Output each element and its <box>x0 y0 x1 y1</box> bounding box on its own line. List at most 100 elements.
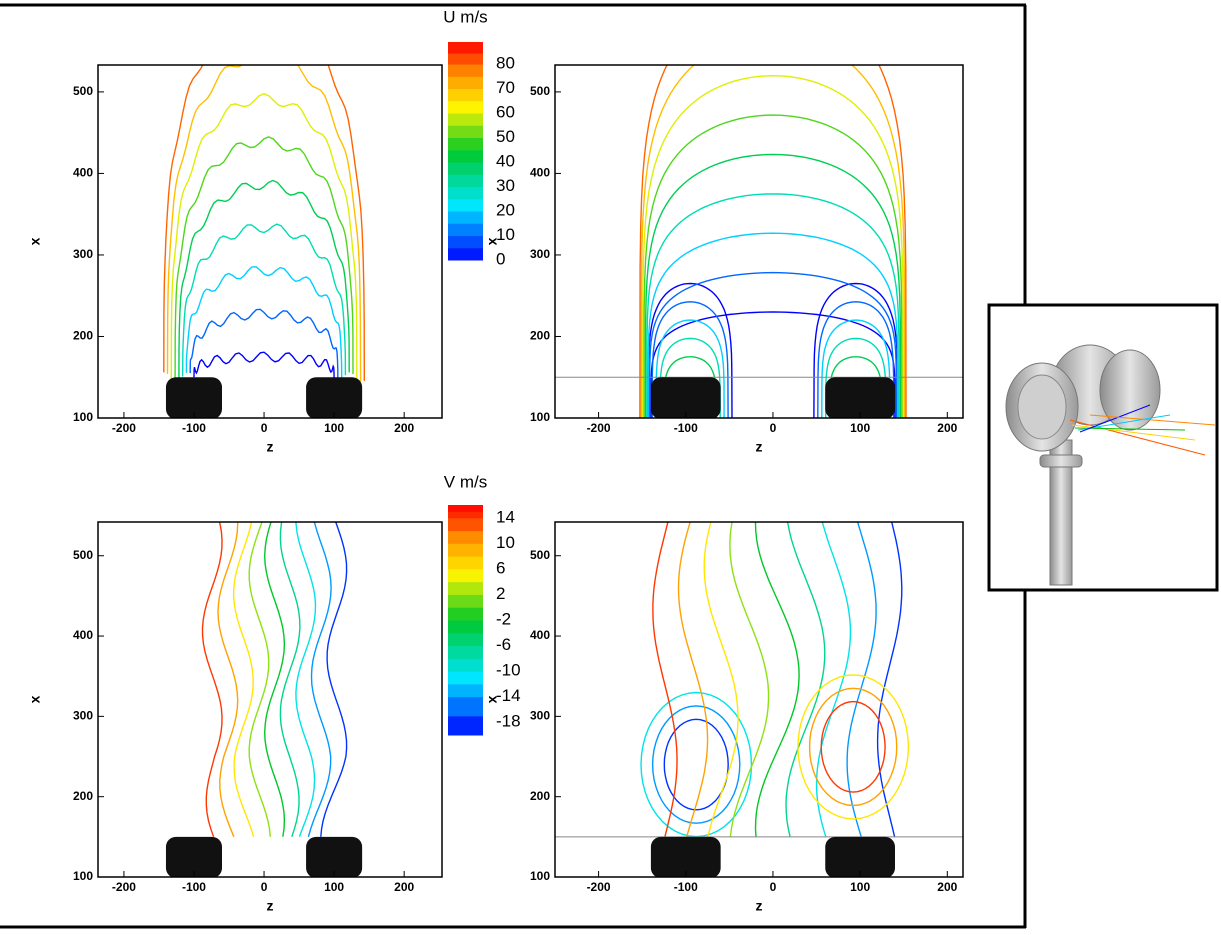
x-tick-label: -200 <box>587 880 611 894</box>
colorbar-band <box>448 594 483 607</box>
colorbar-band <box>448 76 483 89</box>
x-axis-label: z <box>267 439 274 455</box>
y-tick-label: 200 <box>530 329 550 343</box>
y-tick-label: 100 <box>530 410 550 424</box>
colorbar-band <box>448 89 483 102</box>
colorbar-tick-label: 60 <box>496 103 515 122</box>
contour-line <box>786 508 825 837</box>
x-axis-label: z <box>756 898 763 914</box>
colorbar-tick-label: 80 <box>496 54 515 73</box>
contour-line <box>847 508 876 837</box>
colorbar-band <box>448 633 483 646</box>
colorbar-band <box>448 138 483 151</box>
y-tick-label: 200 <box>530 789 550 803</box>
inset-wheel-face <box>1018 375 1066 439</box>
x-tick-label: 200 <box>394 421 414 435</box>
colorbar-tick-label: -10 <box>496 661 521 680</box>
x-tick-label: 0 <box>770 421 777 435</box>
axes-box <box>98 522 442 877</box>
x-tick-label: 100 <box>324 421 344 435</box>
colorbar-tick-label: 6 <box>496 558 505 577</box>
colorbar-tick-label: -18 <box>496 712 521 731</box>
colorbar-tick-label: 2 <box>496 584 505 603</box>
inset <box>989 305 1217 590</box>
colorbar-tick-label: 0 <box>496 249 505 268</box>
colorbar-title: U m/s <box>443 7 487 26</box>
y-tick-label: 400 <box>73 628 93 642</box>
contour-line <box>296 508 316 837</box>
plot-area <box>555 0 963 419</box>
panel: -200-1000100200100200300400500zx <box>484 0 963 455</box>
x-tick-label: 0 <box>770 880 777 894</box>
colorbar-band <box>448 582 483 595</box>
y-tick-label: 500 <box>73 84 93 98</box>
colorbar-band <box>448 531 483 544</box>
colorbar-band <box>448 646 483 659</box>
colorbar-band <box>448 505 483 512</box>
contour-line <box>280 508 300 837</box>
colorbar-tick-label: 10 <box>496 533 515 552</box>
plot-area <box>166 508 362 879</box>
y-axis-label: x <box>27 237 43 245</box>
contour-line <box>756 508 800 837</box>
contour-line <box>194 352 334 380</box>
colorbar-band <box>448 671 483 684</box>
y-tick-label: 200 <box>73 789 93 803</box>
colorbar-band <box>448 620 483 633</box>
colorbar-band <box>448 658 483 671</box>
contour-line <box>704 508 738 837</box>
contour-line <box>179 181 349 381</box>
colorbar-band <box>448 53 483 65</box>
axes-box <box>98 65 442 418</box>
y-tick-label: 400 <box>73 166 93 180</box>
x-tick-label: -200 <box>112 421 136 435</box>
y-tick-label: 400 <box>530 166 550 180</box>
x-tick-label: 200 <box>394 880 414 894</box>
y-tick-label: 300 <box>530 247 550 261</box>
colorbar-band <box>448 174 483 187</box>
colorbar-tick-label: -6 <box>496 635 511 654</box>
y-tick-label: 500 <box>530 84 550 98</box>
colorbar-band <box>448 199 483 212</box>
panel: -200-1000100200100200300400500zxV m/s-18… <box>27 472 521 913</box>
colorbar-band <box>448 518 483 531</box>
x-tick-label: -100 <box>674 421 698 435</box>
colorbar-band <box>448 223 483 236</box>
y-tick-label: 200 <box>73 329 93 343</box>
x-tick-label: 0 <box>261 880 268 894</box>
y-tick-label: 500 <box>73 548 93 562</box>
colorbar-tick-label: 30 <box>496 176 515 195</box>
contour-line <box>640 0 906 418</box>
contour-line <box>679 508 708 837</box>
contour-line <box>203 508 223 837</box>
colorbar-band <box>448 162 483 175</box>
colorbar-band <box>448 684 483 697</box>
colorbar-band <box>448 150 483 163</box>
contour-line <box>641 36 904 418</box>
contour-line <box>644 115 902 418</box>
colorbar-band <box>448 187 483 200</box>
y-tick-label: 100 <box>73 410 93 424</box>
contour-line <box>321 508 347 837</box>
y-tick-label: 100 <box>73 869 93 883</box>
colorbar-tick-label: -2 <box>496 609 511 628</box>
colorbar-tick-label: 70 <box>496 78 515 97</box>
figure: -200-1000100200100200300400500zxU m/s010… <box>0 0 1221 930</box>
colorbar-band <box>448 236 483 249</box>
contour-line <box>168 51 361 382</box>
colorbar-band <box>448 42 483 54</box>
y-axis-label: x <box>484 695 500 703</box>
colorbar-tick-label: 40 <box>496 152 515 171</box>
colorbar-band <box>448 697 483 717</box>
colorbar-band <box>448 248 483 261</box>
colorbar-band <box>448 607 483 620</box>
y-tick-label: 500 <box>530 548 550 562</box>
colorbar-band <box>448 125 483 138</box>
inset-collar <box>1040 455 1082 467</box>
page: -200-1000100200100200300400500zxU m/s010… <box>0 0 1221 935</box>
colorbar-band <box>448 511 483 518</box>
colorbar-band <box>448 113 483 126</box>
colorbar-band <box>448 569 483 582</box>
plot-area <box>164 9 364 419</box>
